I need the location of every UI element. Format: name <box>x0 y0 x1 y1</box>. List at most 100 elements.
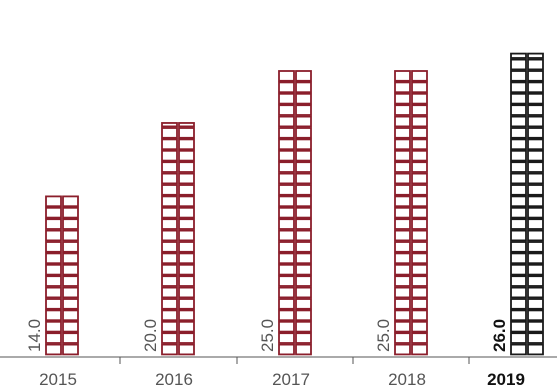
bar-cell <box>278 298 295 310</box>
bar-cell <box>527 229 544 242</box>
bar-cell <box>527 218 544 230</box>
bar-cell <box>295 252 312 265</box>
bar-cell <box>411 218 428 230</box>
bar-cell <box>510 104 527 116</box>
bar-cell <box>178 184 195 196</box>
bar-cell <box>178 229 195 242</box>
bar-cell <box>161 241 178 253</box>
bar-cell <box>510 81 527 94</box>
bar-cell <box>295 320 312 333</box>
bar-cell <box>278 252 295 265</box>
bar-cell <box>510 229 527 242</box>
bar-cell <box>278 320 295 333</box>
bar-cell <box>45 252 62 265</box>
bar-cell <box>161 275 178 287</box>
bar-cell <box>161 195 178 208</box>
bar-cell <box>45 241 62 253</box>
bar-cell <box>278 309 295 322</box>
bar-cell <box>178 286 195 299</box>
bar-cell <box>394 184 411 196</box>
bar-cell <box>161 320 178 333</box>
bar-cell <box>178 252 195 265</box>
bar-cell <box>295 343 312 356</box>
bar-cell <box>45 275 62 287</box>
bar-cell <box>394 343 411 356</box>
bar-cell <box>278 104 295 116</box>
bar-cell <box>510 275 527 287</box>
bar-cell <box>394 241 411 253</box>
bar-cell <box>278 332 295 344</box>
bar-cell <box>394 252 411 265</box>
bar-cell <box>510 138 527 151</box>
bar-cell <box>527 309 544 322</box>
value-label-2015: 14.0 <box>25 319 44 352</box>
bar-cell <box>161 298 178 310</box>
bar-cell <box>411 298 428 310</box>
bar-cell <box>278 172 295 185</box>
bar-cell <box>394 115 411 128</box>
bar-cell <box>411 263 428 276</box>
bar-cell <box>278 127 295 139</box>
bar-cell <box>278 275 295 287</box>
bar-cell <box>161 149 178 162</box>
bar-cell <box>527 195 544 208</box>
value-label-2016: 20.0 <box>141 319 160 352</box>
bar-cell <box>411 70 428 82</box>
bar-cell <box>411 115 428 128</box>
bar-cell <box>295 195 312 208</box>
bar-cell <box>161 252 178 265</box>
bar-cell <box>295 127 312 139</box>
bar-cell <box>411 104 428 116</box>
bar-cell <box>527 241 544 253</box>
bar-cell <box>278 229 295 242</box>
bar-cell <box>394 298 411 310</box>
bar-cell <box>394 70 411 82</box>
bar-cell <box>62 298 79 310</box>
bar-cell <box>178 309 195 322</box>
bar-cell <box>411 138 428 151</box>
bar-cell <box>510 161 527 173</box>
bar-cell <box>278 241 295 253</box>
bar-cell <box>295 298 312 310</box>
bar-cell <box>510 206 527 219</box>
bar-cell <box>527 127 544 139</box>
bar-cell <box>527 70 544 82</box>
bar-cell <box>295 70 312 82</box>
bar-cell <box>411 332 428 344</box>
bar-cell <box>510 286 527 299</box>
bar-cell <box>62 275 79 287</box>
bar-cell <box>278 184 295 196</box>
bar-cell <box>45 298 62 310</box>
bar-cell <box>62 229 79 242</box>
bar-cell <box>295 81 312 94</box>
bar-cell <box>510 252 527 265</box>
bar-cell <box>527 161 544 173</box>
bar-cell <box>527 252 544 265</box>
bar-cell <box>278 92 295 105</box>
bar-cell <box>411 161 428 173</box>
bar-2017: 25.0 <box>258 70 312 356</box>
bar-cell <box>62 241 79 253</box>
bar-cell <box>178 127 195 139</box>
bar-cell <box>527 58 544 71</box>
bar-cell <box>161 172 178 185</box>
category-label-2016: 2016 <box>155 370 193 389</box>
bar-cell <box>295 286 312 299</box>
value-label-2018: 25.0 <box>374 319 393 352</box>
bar-cell <box>45 332 62 344</box>
bar-cell <box>295 332 312 344</box>
bar-cell-partial <box>161 122 178 128</box>
bar-cell <box>394 104 411 116</box>
bar-cell <box>527 81 544 94</box>
bar-cell <box>62 309 79 322</box>
bar-cell <box>394 263 411 276</box>
bar-cell <box>411 286 428 299</box>
bar-cell-partial <box>510 52 527 59</box>
bar-cell <box>161 127 178 139</box>
bar-cell <box>62 252 79 265</box>
bar-cell <box>178 343 195 356</box>
bar-cell <box>510 92 527 105</box>
bar-cell <box>394 309 411 322</box>
bar-cell <box>394 320 411 333</box>
